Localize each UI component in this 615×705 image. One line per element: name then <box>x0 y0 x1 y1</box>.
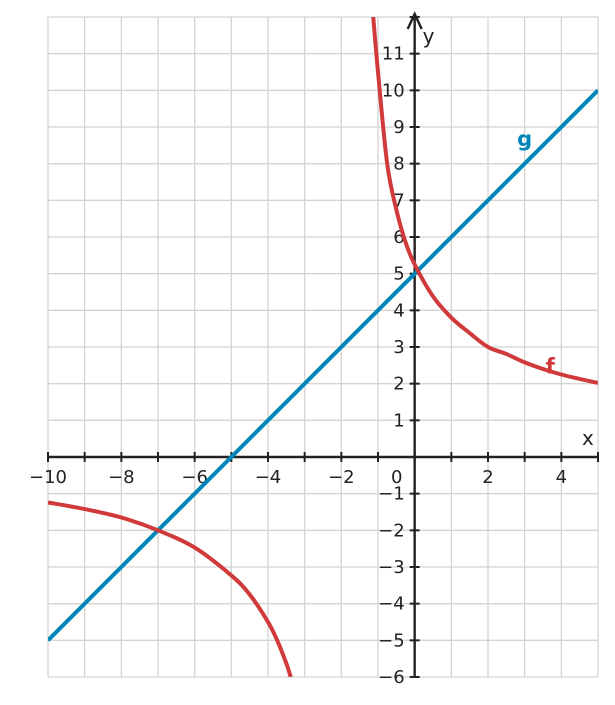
tick-labels: x y −10 −8 −6 −4 −2 0 2 4 −6 −5 −4 −3 −2 −1 1 2 3 4 5 6 7 8 9 10 1… <box>29 24 594 688</box>
y-tick-label: 2 <box>393 374 404 395</box>
series-g <box>48 88 598 642</box>
line-g <box>48 88 598 642</box>
y-tick-label: −6 <box>378 667 405 688</box>
curve-f-branch-2 <box>48 500 293 677</box>
y-tick-label: 6 <box>393 227 404 248</box>
x-tick-label: −8 <box>108 467 135 488</box>
y-tick-label: 1 <box>393 410 404 431</box>
x-axis-title: x <box>582 426 594 450</box>
y-tick-label: 8 <box>393 154 404 175</box>
y-tick-label: 11 <box>382 44 405 65</box>
series-label-f: f <box>546 354 556 378</box>
series-label-g: g <box>517 127 532 151</box>
y-tick-label: −5 <box>378 630 405 651</box>
x-tick-label: −10 <box>29 467 67 488</box>
x-tick-label: −4 <box>255 467 282 488</box>
curve-f-branch-1 <box>371 17 598 385</box>
y-tick-label: −4 <box>378 594 405 615</box>
y-tick-label: −2 <box>378 520 405 541</box>
y-tick-label: −1 <box>378 484 405 505</box>
x-tick-label: 0 <box>391 467 402 488</box>
y-tick-label: 9 <box>393 117 404 138</box>
x-tick-label: 4 <box>556 467 567 488</box>
y-tick-label: 3 <box>393 337 404 358</box>
x-tick-label: −2 <box>328 467 355 488</box>
tick-marks <box>47 16 599 678</box>
y-tick-label: 7 <box>393 190 404 211</box>
series-f <box>48 17 598 677</box>
y-axis-title: y <box>423 24 435 48</box>
y-axis-arrow-icon <box>406 11 423 30</box>
series: gf <box>48 17 598 677</box>
y-tick-label: 4 <box>393 300 404 321</box>
axes <box>48 11 598 677</box>
y-tick-label: −3 <box>378 557 405 578</box>
x-tick-label: 2 <box>482 467 493 488</box>
grid <box>47 16 599 678</box>
x-tick-label: −6 <box>181 467 208 488</box>
y-tick-label: 10 <box>382 80 405 101</box>
y-tick-label: 5 <box>393 264 404 285</box>
